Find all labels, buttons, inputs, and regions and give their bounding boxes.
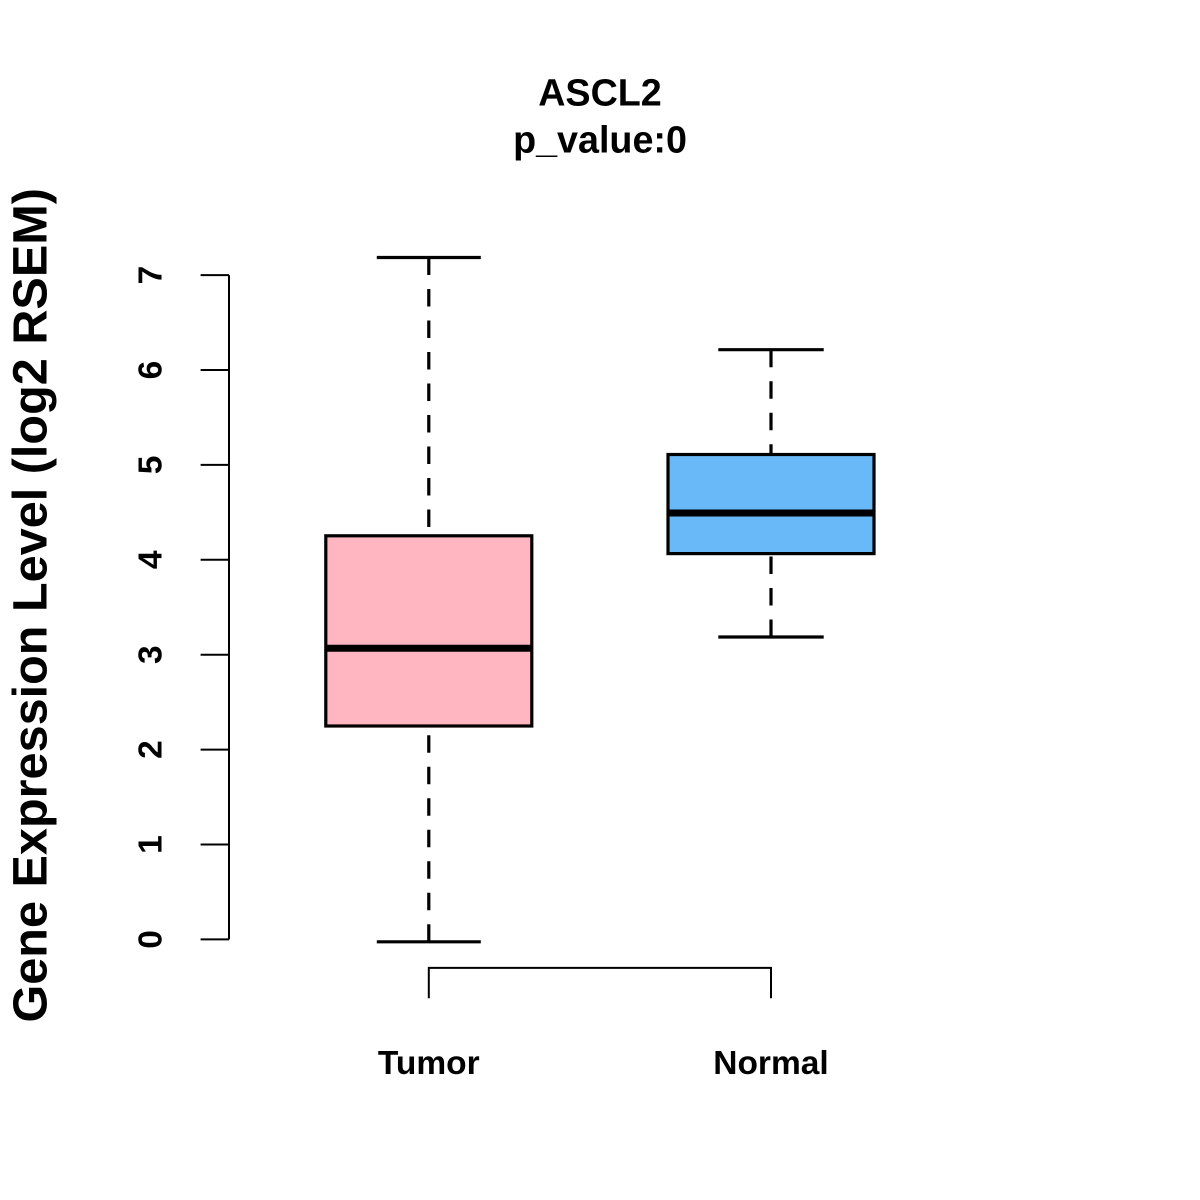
svg-text:0: 0: [132, 930, 169, 949]
svg-text:4: 4: [132, 550, 169, 569]
svg-text:7: 7: [132, 266, 169, 285]
svg-text:6: 6: [132, 361, 169, 380]
svg-text:5: 5: [132, 456, 169, 475]
svg-text:Tumor: Tumor: [378, 1045, 480, 1082]
svg-text:Gene Expression Level (log2 RS: Gene Expression Level (log2 RSEM): [4, 188, 58, 1022]
svg-text:3: 3: [132, 645, 169, 664]
svg-text:Normal: Normal: [713, 1045, 828, 1082]
svg-text:ASCL2: ASCL2: [538, 72, 662, 114]
svg-text:1: 1: [132, 835, 169, 854]
svg-text:2: 2: [132, 740, 169, 759]
svg-text:p_value:0: p_value:0: [513, 119, 687, 161]
